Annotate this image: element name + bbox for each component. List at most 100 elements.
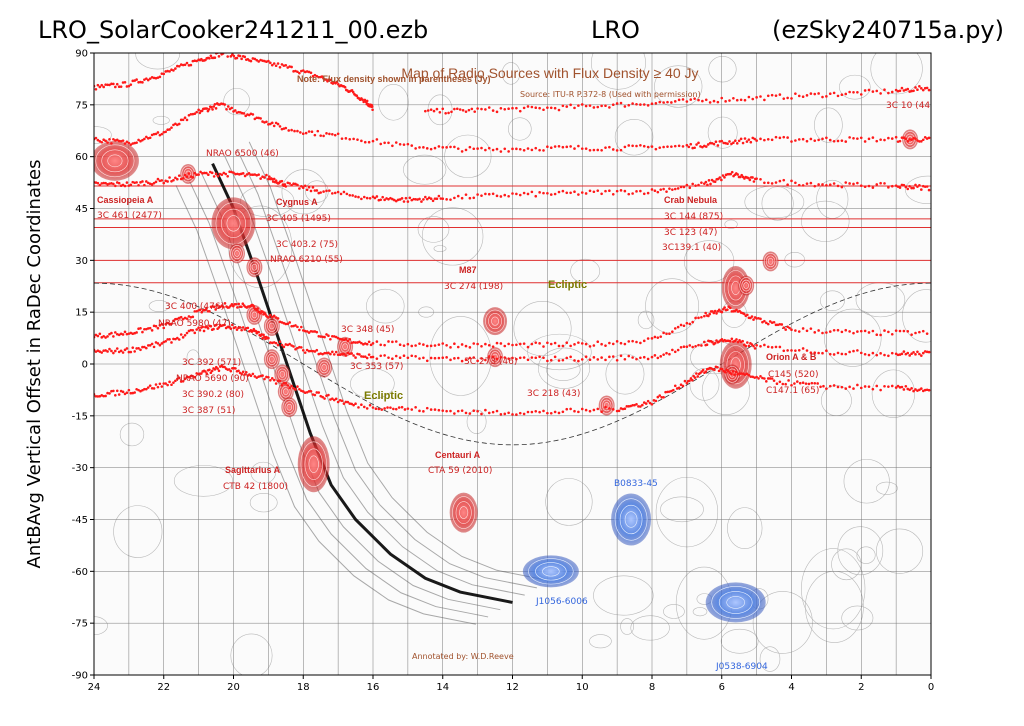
data-point [323, 397, 326, 400]
data-point [604, 104, 607, 108]
data-point [832, 182, 836, 185]
data-point [925, 332, 929, 335]
data-point [282, 64, 286, 67]
data-point [778, 322, 782, 326]
data-point [174, 67, 177, 70]
data-point [766, 138, 770, 141]
data-point [813, 331, 817, 334]
data-point [805, 94, 809, 97]
data-point [890, 351, 894, 355]
data-point [617, 409, 621, 413]
data-point [642, 103, 646, 106]
data-point [729, 172, 732, 176]
data-point [836, 139, 840, 143]
data-point [822, 384, 825, 388]
data-point [141, 388, 144, 392]
data-point [170, 179, 173, 183]
data-point [100, 83, 104, 87]
source-catalog-label: NRAO 6500 (46) [206, 149, 279, 159]
data-point [148, 344, 152, 347]
data-point [191, 176, 195, 179]
data-point [331, 132, 334, 136]
data-point [270, 177, 274, 181]
data-point [530, 105, 534, 109]
data-point [342, 402, 346, 405]
data-point [625, 405, 629, 408]
data-point [98, 332, 102, 336]
data-point [352, 341, 355, 344]
data-point [685, 381, 689, 385]
data-point [900, 352, 904, 356]
data-point [301, 348, 305, 352]
data-point [557, 411, 561, 415]
data-point [346, 339, 350, 343]
data-point [386, 406, 389, 409]
data-point [284, 63, 288, 67]
data-point [793, 382, 796, 385]
contour-line [871, 369, 915, 418]
data-point [356, 138, 359, 141]
data-point [918, 184, 921, 187]
data-point [360, 139, 363, 143]
data-point [763, 377, 766, 380]
data-point [778, 93, 782, 96]
data-point [584, 104, 588, 108]
data-point [133, 391, 136, 394]
data-point [910, 89, 913, 93]
data-point [251, 372, 255, 376]
data-point [700, 181, 703, 184]
data-point [158, 179, 162, 183]
radio-source [449, 492, 478, 533]
x-tick-label: 22 [157, 682, 170, 693]
data-point [152, 76, 156, 80]
data-point [530, 356, 534, 359]
data-point [844, 328, 848, 332]
data-point [195, 328, 198, 331]
data-point [363, 355, 367, 358]
data-point [794, 139, 797, 142]
data-point [164, 70, 167, 73]
data-point [369, 343, 373, 347]
data-point [435, 107, 439, 111]
data-point [183, 377, 187, 381]
data-point [526, 192, 530, 196]
source-contour [234, 250, 240, 257]
data-point [662, 145, 665, 149]
data-point [179, 333, 183, 336]
data-point [480, 345, 483, 348]
data-point [141, 180, 144, 183]
source-catalog-label: 3C 123 (47) [664, 228, 717, 238]
data-point [255, 116, 259, 120]
y-tick-label: -75 [72, 619, 88, 630]
data-point [223, 365, 226, 369]
data-point [813, 184, 817, 188]
source-blob [211, 197, 256, 250]
data-point [681, 145, 685, 148]
data-point [910, 352, 913, 356]
data-point [925, 350, 929, 354]
data-point [757, 377, 760, 380]
data-point [840, 93, 844, 97]
data-point [518, 193, 522, 197]
data-point [233, 109, 237, 112]
data-point [728, 99, 731, 102]
data-point [904, 137, 908, 141]
data-point [468, 356, 472, 360]
data-point [619, 341, 623, 345]
data-point [728, 140, 731, 143]
source-name-label: Crab Nebula [664, 195, 718, 205]
data-point [786, 325, 789, 329]
data-point [518, 411, 522, 415]
contour-line [761, 186, 794, 221]
data-point [584, 342, 588, 346]
data-point [631, 339, 634, 343]
contour-line [403, 154, 447, 185]
data-point [883, 182, 886, 185]
radio-source [281, 397, 298, 418]
data-point [154, 383, 158, 386]
data-point [906, 351, 910, 355]
data-point [456, 345, 460, 349]
data-point [269, 61, 272, 65]
data-point [747, 138, 751, 141]
source-name-label: Cygnus A [276, 197, 318, 207]
